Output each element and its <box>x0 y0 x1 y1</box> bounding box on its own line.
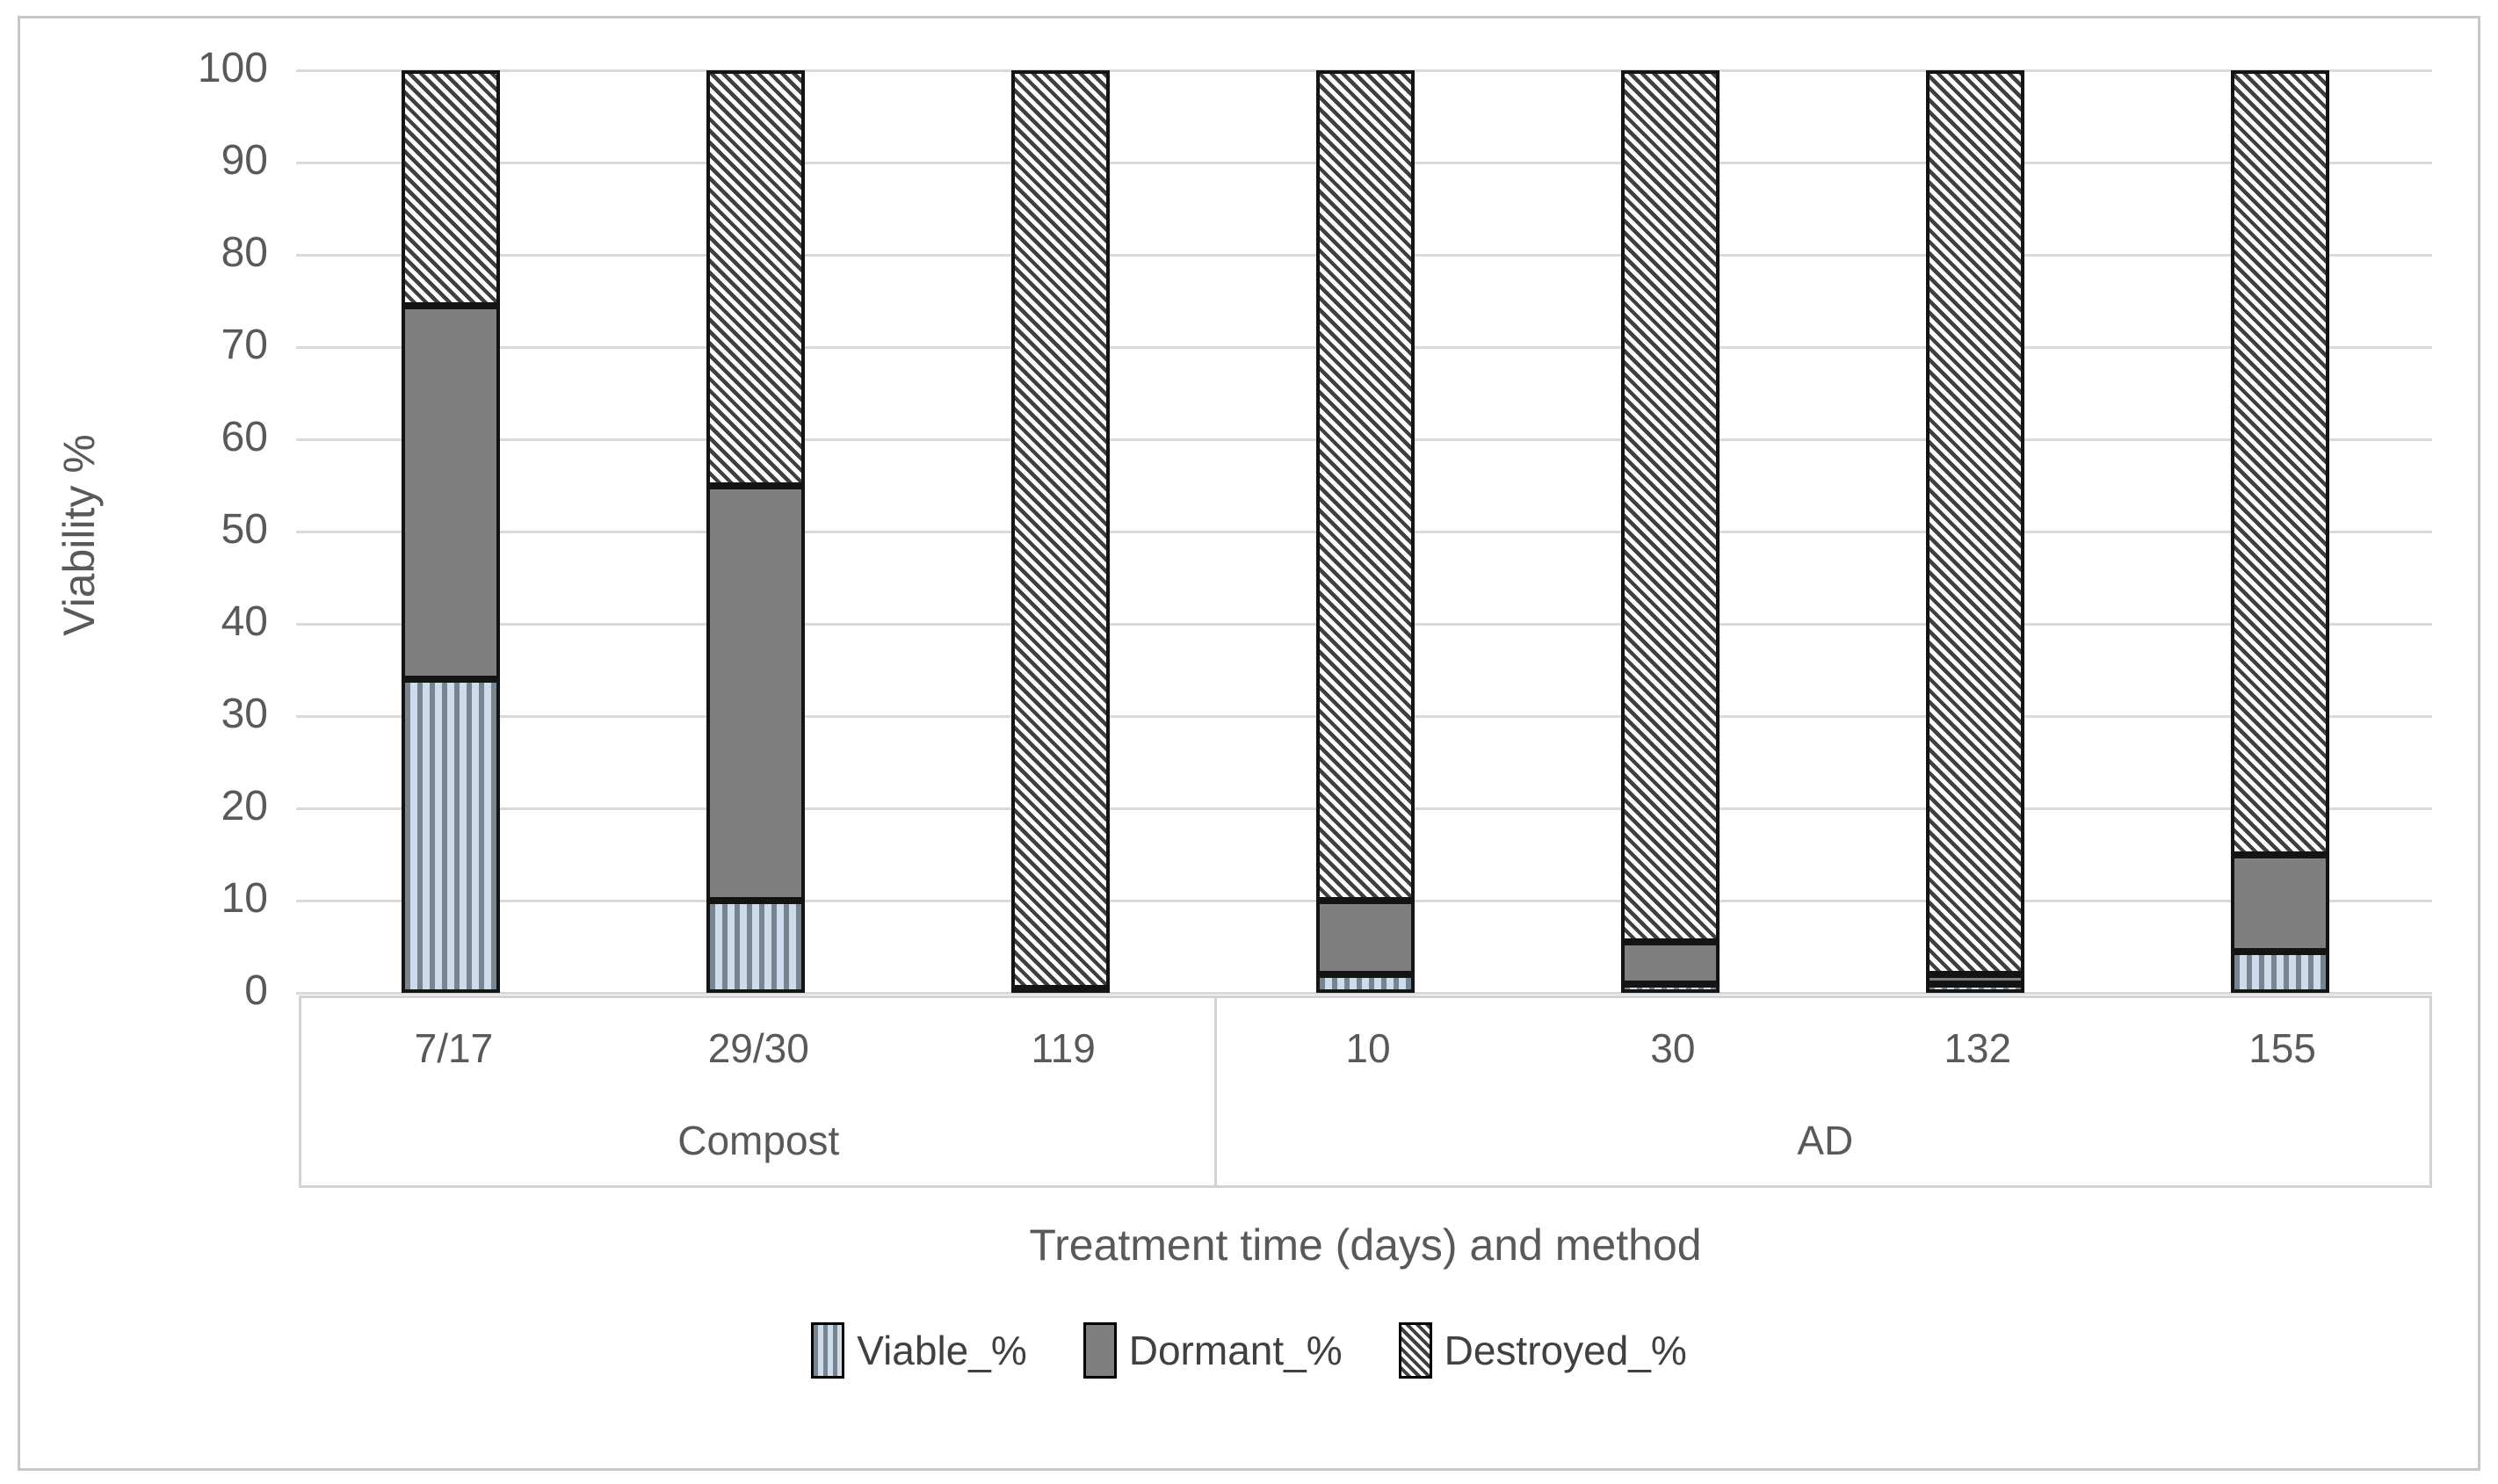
legend-swatch-destroyed <box>1398 1322 1432 1379</box>
y-tick-label: 100 <box>197 45 268 91</box>
bar-segment-destroyed <box>1925 70 2024 974</box>
bar-119 <box>1011 70 1111 993</box>
y-tick-label: 50 <box>221 506 268 553</box>
bar-10 <box>1316 70 1415 993</box>
y-tick-label: 80 <box>221 229 268 276</box>
legend-label: Viable_% <box>857 1328 1027 1373</box>
x-tick-label: 132 <box>1944 1025 2012 1071</box>
bar-segment-destroyed <box>1316 70 1415 901</box>
bar-segment-dormant <box>1925 974 2024 984</box>
y-tick-label: 30 <box>221 691 268 737</box>
bar-segment-viable <box>1925 983 2024 993</box>
bar-segment-destroyed <box>706 70 806 486</box>
x-tick-label: 30 <box>1650 1025 1696 1071</box>
bar-segment-viable <box>706 901 806 993</box>
bar-132 <box>1925 70 2024 993</box>
y-tick-label: 40 <box>221 598 268 645</box>
y-tick-label: 0 <box>244 967 268 1014</box>
bar-segment-destroyed <box>402 70 501 306</box>
legend-label: Destroyed_% <box>1444 1328 1687 1373</box>
bar-segment-dormant <box>1620 942 1720 984</box>
category-axis-box: 7/17 29/30 119 10 30 132 155 Compost AD <box>299 995 2432 1188</box>
bar-segment-destroyed <box>2230 70 2329 855</box>
bar-155 <box>2230 70 2329 993</box>
legend-item-viable: Viable_% <box>811 1322 1027 1379</box>
legend-label: Dormant_% <box>1128 1328 1343 1373</box>
bar-segment-destroyed <box>1011 70 1111 988</box>
y-tick-label: 90 <box>221 137 268 184</box>
gridline <box>296 992 2432 995</box>
bar-segment-dormant <box>2230 854 2329 952</box>
x-tick-label: 10 <box>1345 1025 1391 1071</box>
bar-segment-dormant <box>402 305 501 679</box>
bar-segment-viable <box>402 679 501 993</box>
bar-30 <box>1620 70 1720 993</box>
y-tick-label: 10 <box>221 875 268 922</box>
bar-segment-destroyed <box>1620 70 1720 943</box>
group-divider <box>1214 998 1218 1185</box>
group-label-compost: Compost <box>677 1118 840 1163</box>
group-label-ad: AD <box>1797 1118 1854 1163</box>
bar-29-30 <box>706 70 806 993</box>
y-tick-label: 60 <box>221 414 268 460</box>
legend: Viable_% Dormant_% Destroyed_% <box>0 1322 2498 1379</box>
bar-segment-viable <box>2230 951 2329 993</box>
bar-segment-dormant <box>1316 901 1415 974</box>
legend-swatch-viable <box>811 1322 845 1379</box>
bar-segment-viable <box>1620 983 1720 993</box>
x-tick-label: 7/17 <box>414 1025 494 1071</box>
y-tick-label: 20 <box>221 783 268 829</box>
legend-swatch-dormant <box>1082 1322 1117 1379</box>
bar-segment-dormant <box>706 485 806 901</box>
x-tick-label: 119 <box>1031 1025 1096 1071</box>
plot-area <box>296 69 2432 995</box>
bar-7-17 <box>402 70 501 993</box>
y-tick-label: 70 <box>221 322 268 368</box>
legend-item-dormant: Dormant_% <box>1082 1322 1343 1379</box>
x-tick-label: 155 <box>2248 1025 2316 1071</box>
x-tick-label: 29/30 <box>707 1025 809 1071</box>
bar-segment-viable <box>1316 974 1415 993</box>
legend-item-destroyed: Destroyed_% <box>1398 1322 1687 1379</box>
x-axis-title: Treatment time (days) and method <box>1029 1220 1702 1270</box>
